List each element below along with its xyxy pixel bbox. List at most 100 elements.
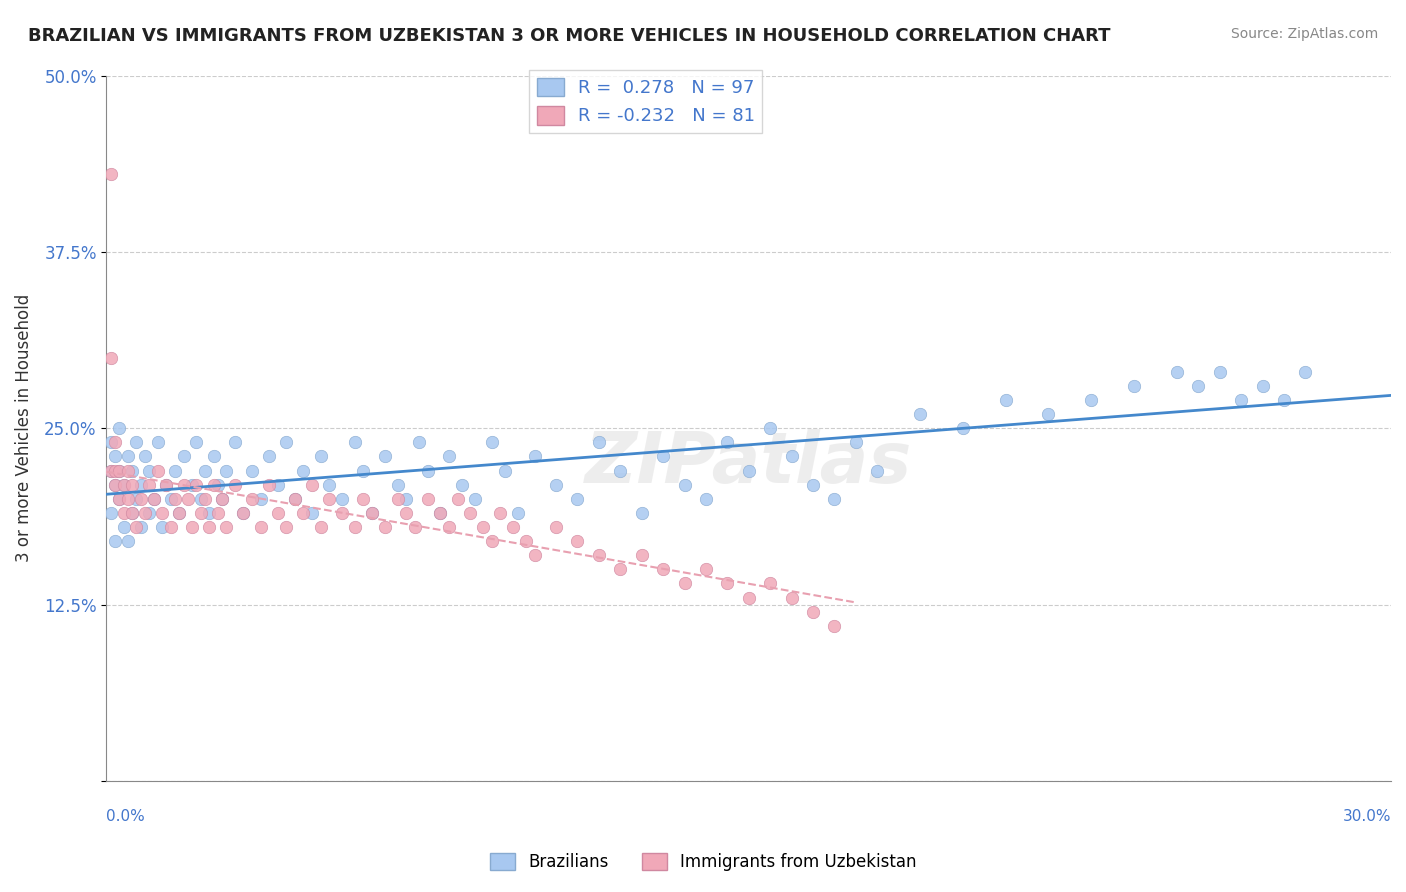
Text: 30.0%: 30.0%	[1343, 809, 1391, 824]
Point	[318, 477, 340, 491]
Point	[759, 421, 782, 435]
Point	[404, 520, 426, 534]
Point	[240, 464, 263, 478]
Point	[780, 450, 803, 464]
Point	[276, 435, 298, 450]
Point	[309, 450, 332, 464]
Point	[361, 506, 384, 520]
Point	[352, 464, 374, 478]
Point	[695, 562, 717, 576]
Point	[181, 477, 204, 491]
Point	[112, 506, 135, 520]
Point	[738, 464, 761, 478]
Point	[159, 491, 181, 506]
Point	[117, 491, 139, 506]
Point	[284, 491, 307, 506]
Point	[343, 435, 366, 450]
Point	[301, 506, 323, 520]
Point	[395, 506, 418, 520]
Point	[134, 506, 156, 520]
Point	[159, 520, 181, 534]
Point	[494, 464, 516, 478]
Point	[908, 407, 931, 421]
Point	[104, 477, 127, 491]
Point	[567, 534, 589, 549]
Point	[695, 491, 717, 506]
Point	[267, 506, 290, 520]
Point	[450, 477, 472, 491]
Point	[515, 534, 537, 549]
Point	[163, 464, 186, 478]
Point	[630, 506, 652, 520]
Point	[190, 491, 212, 506]
Text: Source: ZipAtlas.com: Source: ZipAtlas.com	[1230, 27, 1378, 41]
Point	[125, 491, 148, 506]
Point	[202, 450, 225, 464]
Point	[100, 351, 122, 365]
Point	[446, 491, 468, 506]
Text: BRAZILIAN VS IMMIGRANTS FROM UZBEKISTAN 3 OR MORE VEHICLES IN HOUSEHOLD CORRELAT: BRAZILIAN VS IMMIGRANTS FROM UZBEKISTAN …	[28, 27, 1111, 45]
Point	[1038, 407, 1060, 421]
Point	[104, 534, 127, 549]
Point	[866, 464, 889, 478]
Point	[489, 506, 512, 520]
Point	[464, 491, 486, 506]
Text: 0.0%: 0.0%	[107, 809, 145, 824]
Point	[652, 562, 675, 576]
Point	[167, 506, 190, 520]
Point	[1230, 392, 1253, 407]
Point	[232, 506, 254, 520]
Point	[198, 520, 221, 534]
Point	[1294, 365, 1316, 379]
Point	[129, 520, 152, 534]
Point	[121, 506, 143, 520]
Point	[567, 491, 589, 506]
Point	[506, 506, 529, 520]
Point	[952, 421, 974, 435]
Point	[1187, 379, 1209, 393]
Point	[138, 464, 160, 478]
Point	[801, 477, 824, 491]
Point	[309, 520, 332, 534]
Point	[163, 491, 186, 506]
Point	[173, 450, 195, 464]
Point	[544, 477, 567, 491]
Point	[125, 520, 148, 534]
Point	[523, 450, 546, 464]
Point	[609, 464, 631, 478]
Point	[387, 491, 409, 506]
Point	[429, 506, 451, 520]
Point	[224, 435, 246, 450]
Point	[108, 491, 131, 506]
Point	[609, 562, 631, 576]
Point	[224, 477, 246, 491]
Point	[186, 477, 208, 491]
Point	[142, 491, 165, 506]
Point	[249, 491, 271, 506]
Point	[429, 506, 451, 520]
Point	[100, 506, 122, 520]
Point	[330, 491, 353, 506]
Point	[186, 435, 208, 450]
Point	[284, 491, 307, 506]
Point	[198, 506, 221, 520]
Point	[738, 591, 761, 605]
Point	[318, 491, 340, 506]
Point	[108, 491, 131, 506]
Point	[211, 491, 233, 506]
Point	[460, 506, 482, 520]
Point	[100, 435, 122, 450]
Point	[146, 435, 169, 450]
Point	[112, 520, 135, 534]
Point	[104, 477, 127, 491]
Point	[167, 506, 190, 520]
Point	[1251, 379, 1274, 393]
Point	[1123, 379, 1146, 393]
Point	[716, 435, 738, 450]
Legend: R =  0.278   N = 97, R = -0.232   N = 81: R = 0.278 N = 97, R = -0.232 N = 81	[530, 70, 762, 133]
Point	[801, 605, 824, 619]
Point	[330, 506, 353, 520]
Point	[845, 435, 868, 450]
Point	[194, 491, 217, 506]
Point	[588, 548, 610, 562]
